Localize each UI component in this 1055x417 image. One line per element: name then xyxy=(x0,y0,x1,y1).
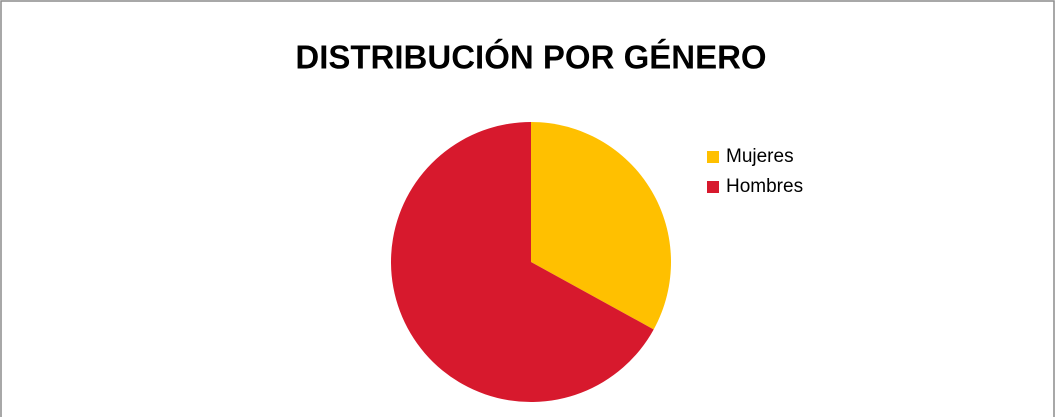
chart-title: DISTRIBUCIÓN POR GÉNERO xyxy=(295,39,766,76)
legend-swatch xyxy=(707,151,719,163)
pie-slice xyxy=(531,122,672,330)
legend-swatch xyxy=(707,181,719,193)
pie-slice xyxy=(391,121,654,403)
legend-label: Mujeres xyxy=(726,146,794,167)
legend-label: Hombres xyxy=(726,176,803,197)
